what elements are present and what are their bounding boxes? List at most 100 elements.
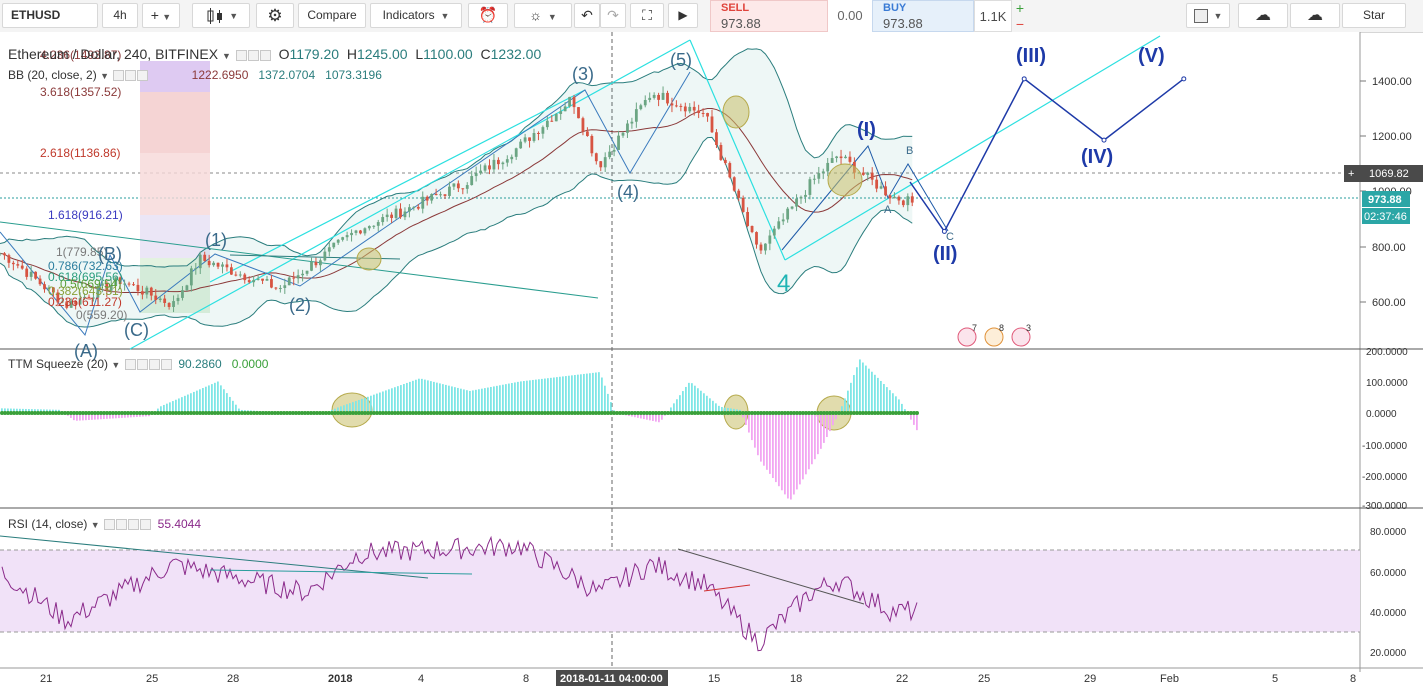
ttm-squeeze-dot: [228, 411, 232, 415]
fullscreen-button[interactable]: ⛶: [630, 3, 664, 28]
ttm-squeeze-dot: [108, 411, 112, 415]
chart-style-button[interactable]: ▼: [192, 3, 250, 28]
ttm-squeeze-dot: [915, 411, 919, 415]
add-icon[interactable]: [127, 519, 139, 531]
layout-button[interactable]: ▼: [1186, 3, 1230, 28]
earnings-flag-icon[interactable]: [957, 327, 977, 347]
interval-button[interactable]: 4h: [102, 3, 138, 28]
close-icon[interactable]: [137, 70, 149, 82]
alert-button[interactable]: ⏰: [468, 3, 508, 28]
candle-body: [670, 103, 674, 106]
gear-icon[interactable]: [125, 70, 137, 82]
ttm-squeeze-dot: [300, 411, 304, 415]
ttm-squeeze-dot: [270, 411, 274, 415]
rsi-tick: 80.0000: [1370, 527, 1407, 538]
fibonacci-extension[interactable]: [140, 61, 210, 313]
candle-body: [603, 157, 607, 168]
save-layout-button[interactable]: ☁: [1290, 3, 1340, 28]
trendlines[interactable]: [0, 35, 1161, 350]
buy-price: 973.88: [883, 16, 923, 31]
wave-label-small-b: B: [906, 145, 913, 157]
indicators-button[interactable]: Indicators ▼: [370, 3, 462, 28]
gear-icon[interactable]: [115, 519, 127, 531]
interval-menu-button[interactable]: + ▼: [142, 3, 180, 28]
rsi-trendline: [677, 548, 865, 605]
chevron-down-icon[interactable]: ▼: [221, 51, 231, 61]
settings-button[interactable]: ⚙: [256, 3, 294, 28]
elliott-wave-drawings[interactable]: [909, 76, 1187, 234]
buy-button[interactable]: BUY 973.88: [872, 0, 974, 32]
chevron-down-icon[interactable]: ▼: [111, 360, 121, 370]
ttm-bar: [787, 413, 789, 499]
ttm-squeeze-dot: [819, 411, 823, 415]
ttm-bar: [835, 413, 837, 420]
eye-icon[interactable]: [103, 519, 115, 531]
ttm-squeeze-dot: [198, 411, 202, 415]
gear-icon[interactable]: [247, 49, 259, 61]
event-badges[interactable]: 7 8 3: [957, 323, 1031, 347]
projection-point: [1181, 76, 1187, 82]
ttm-bar: [169, 402, 171, 413]
close-icon[interactable]: [160, 359, 172, 371]
rsi-title[interactable]: RSI (14, close): [8, 517, 88, 531]
undo-button[interactable]: ↶: [574, 3, 600, 28]
candle-body: [483, 165, 487, 171]
load-layout-button[interactable]: ☁: [1238, 3, 1288, 28]
candle-body: [354, 230, 358, 233]
ttm-bar: [466, 390, 468, 413]
chevron-down-icon[interactable]: ▼: [100, 71, 109, 81]
eye-icon[interactable]: [124, 359, 136, 371]
earnings-flag-icon[interactable]: [984, 327, 1004, 347]
fib-label-1: 1(779.85): [56, 245, 107, 259]
ttm-squeeze-dot: [813, 411, 817, 415]
close-icon[interactable]: [139, 519, 151, 531]
star-button[interactable]: Star: [1342, 3, 1406, 28]
more-icon[interactable]: [259, 49, 271, 61]
ttm-squeeze-dot: [30, 411, 34, 415]
quantity-increase-button[interactable]: +: [1015, 0, 1025, 16]
ttm-bar: [130, 413, 132, 418]
candle-body: [336, 239, 340, 243]
ttm-squeeze-dot: [48, 411, 52, 415]
ttm-squeeze-dot: [162, 411, 166, 415]
candle-body: [621, 132, 625, 136]
ttm-squeeze-dot: [522, 411, 526, 415]
ttm-squeeze-dot: [150, 411, 154, 415]
eye-icon[interactable]: [235, 49, 247, 61]
symbol-title[interactable]: Ethereum / Dollar, 240, BITFINEX: [8, 46, 219, 62]
price-tick: 1400.00: [1372, 76, 1412, 88]
ttm-bar: [916, 413, 918, 431]
ttm-squeeze-dot: [501, 411, 505, 415]
sell-button[interactable]: SELL 973.88: [710, 0, 828, 32]
ttm-squeeze-dot: [513, 411, 517, 415]
chevron-down-icon[interactable]: ▼: [90, 520, 100, 530]
ttm-title[interactable]: TTM Squeeze (20): [8, 357, 109, 371]
ttm-squeeze-dot: [369, 411, 373, 415]
ttm-bar: [94, 413, 96, 420]
chart-area[interactable]: 4.236(1493.87) 3.618(1357.52) 2.618(1136…: [0, 32, 1423, 686]
theme-button[interactable]: ☼ ▼: [514, 3, 572, 28]
bb-title[interactable]: BB (20, close, 2): [8, 68, 97, 82]
ttm-squeeze-dot: [675, 411, 679, 415]
ttm-bar: [391, 388, 393, 413]
symbol-search-box[interactable]: ETHUSD: [2, 3, 98, 28]
ttm-bar: [469, 390, 471, 413]
redo-button[interactable]: ↷: [600, 3, 626, 28]
candle-body: [3, 253, 6, 256]
quantity-field[interactable]: 1.1K: [974, 0, 1012, 32]
add-icon[interactable]: [148, 359, 160, 371]
ttm-bar: [337, 407, 339, 413]
open-value: 1179.20: [289, 46, 340, 62]
ttm-bar: [421, 378, 423, 413]
compare-button[interactable]: Compare: [298, 3, 366, 28]
replay-button[interactable]: ▶: [668, 3, 698, 28]
eye-icon[interactable]: [113, 70, 125, 82]
earnings-flag-icon[interactable]: [1011, 327, 1031, 347]
gear-icon: ⚙: [267, 6, 283, 25]
gear-icon[interactable]: [136, 359, 148, 371]
ttm-bar: [700, 390, 702, 413]
ttm-squeeze-dot: [891, 411, 895, 415]
indicators-label: Indicators: [382, 8, 435, 22]
ttm-squeeze-dot: [456, 411, 460, 415]
quantity-decrease-button[interactable]: −: [1015, 16, 1025, 32]
